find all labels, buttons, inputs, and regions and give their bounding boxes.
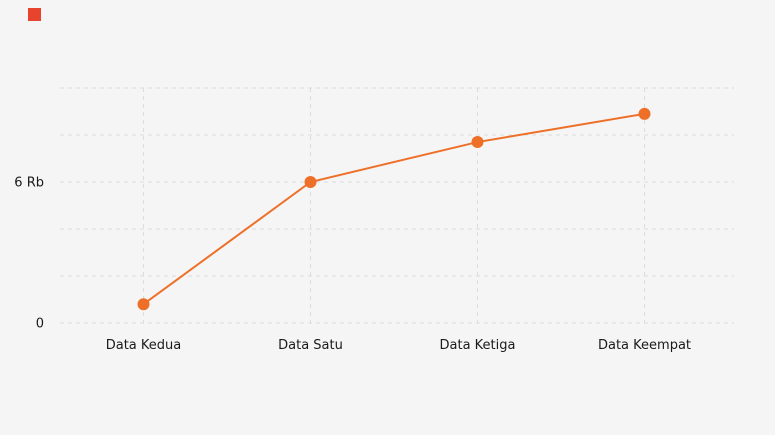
x-axis-label: Data Ketiga xyxy=(440,338,516,353)
x-axis-label: Data Kedua xyxy=(106,338,182,353)
y-axis-tick-label: 0 xyxy=(36,317,44,332)
x-axis-label: Data Keempat xyxy=(598,338,691,353)
y-axis-tick-label: 6 Rb xyxy=(14,176,44,191)
data-point-data-kedua[interactable] xyxy=(137,298,150,311)
x-axis-label: Data Satu xyxy=(278,338,343,353)
series-line xyxy=(142,112,645,306)
red-square-marker xyxy=(28,8,41,21)
data-point-data-ketiga[interactable] xyxy=(471,136,484,149)
data-point-data-satu[interactable] xyxy=(304,176,317,188)
data-point-data-keempat[interactable] xyxy=(638,107,651,120)
